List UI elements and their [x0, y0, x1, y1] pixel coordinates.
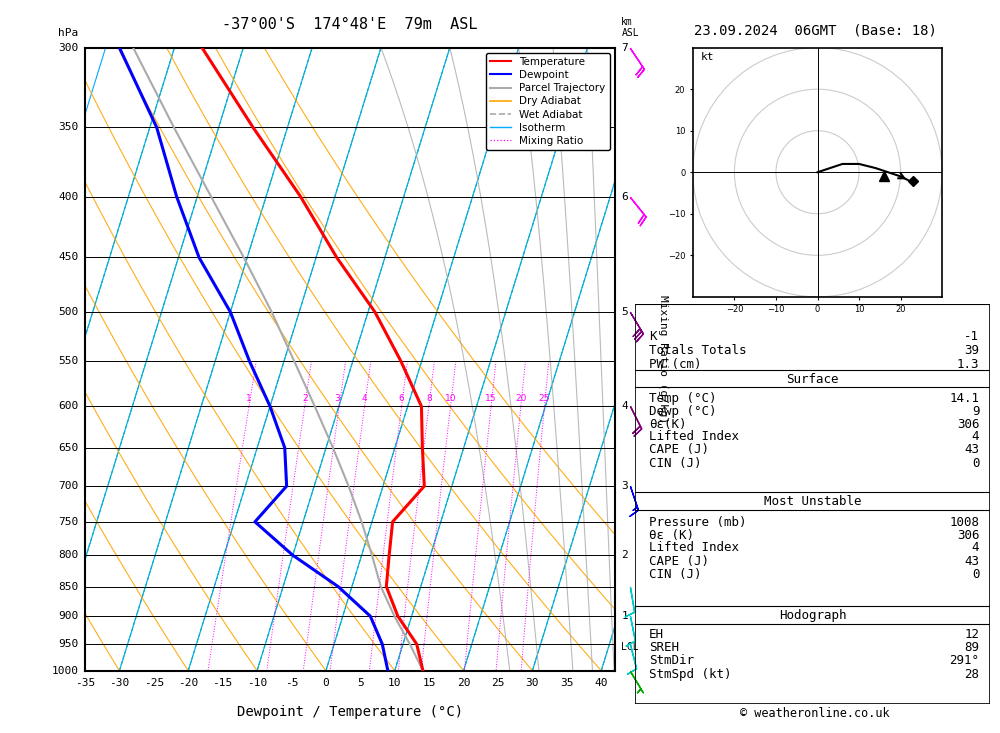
Text: StmSpd (kt): StmSpd (kt) [649, 668, 732, 682]
Text: 10: 10 [388, 678, 401, 688]
Text: Totals Totals: Totals Totals [649, 344, 747, 357]
Text: 1008: 1008 [949, 516, 979, 528]
Text: 4: 4 [362, 394, 367, 403]
Text: 500: 500 [58, 307, 79, 317]
Text: Lifted Index: Lifted Index [649, 542, 739, 554]
Text: -1: -1 [964, 331, 979, 344]
Text: θε(K): θε(K) [649, 418, 687, 430]
Text: 4: 4 [972, 542, 979, 554]
Text: 291°: 291° [949, 654, 979, 667]
Text: 20: 20 [515, 394, 527, 403]
Text: 25: 25 [539, 394, 550, 403]
Text: 350: 350 [58, 122, 79, 133]
Text: 23.09.2024  06GMT  (Base: 18): 23.09.2024 06GMT (Base: 18) [694, 23, 936, 37]
Text: CIN (J): CIN (J) [649, 457, 702, 470]
Text: 9: 9 [972, 405, 979, 418]
Text: LCL: LCL [621, 642, 639, 652]
Text: 950: 950 [58, 639, 79, 649]
Text: -20: -20 [178, 678, 198, 688]
Text: 300: 300 [58, 43, 79, 53]
Text: 35: 35 [560, 678, 574, 688]
Text: 4: 4 [972, 430, 979, 443]
Text: km
ASL: km ASL [621, 18, 639, 38]
Text: 89: 89 [964, 641, 979, 655]
Text: 0: 0 [972, 457, 979, 470]
Text: 28: 28 [964, 668, 979, 682]
Text: 8: 8 [426, 394, 432, 403]
Text: 0: 0 [972, 568, 979, 581]
Text: 900: 900 [58, 611, 79, 621]
Text: -35: -35 [75, 678, 95, 688]
Text: Temp (°C): Temp (°C) [649, 392, 717, 405]
Text: 6: 6 [621, 191, 628, 202]
Text: 0: 0 [323, 678, 329, 688]
Text: 12: 12 [964, 628, 979, 641]
Text: Dewpoint / Temperature (°C): Dewpoint / Temperature (°C) [237, 705, 463, 719]
Text: -25: -25 [144, 678, 164, 688]
Text: CIN (J): CIN (J) [649, 568, 702, 581]
Text: θε (K): θε (K) [649, 528, 694, 542]
Text: CAPE (J): CAPE (J) [649, 555, 709, 568]
Text: 43: 43 [964, 555, 979, 568]
Text: Hodograph: Hodograph [779, 609, 846, 622]
Text: EH: EH [649, 628, 664, 641]
Text: 40: 40 [594, 678, 608, 688]
Text: 7: 7 [621, 43, 628, 53]
Text: Surface: Surface [786, 373, 839, 386]
Text: 5: 5 [357, 678, 364, 688]
Text: 3: 3 [621, 481, 628, 491]
Text: 4: 4 [621, 402, 628, 411]
Text: -15: -15 [213, 678, 233, 688]
Text: 850: 850 [58, 581, 79, 592]
Text: Most Unstable: Most Unstable [764, 496, 861, 509]
Text: 10: 10 [445, 394, 456, 403]
Text: 800: 800 [58, 550, 79, 560]
Text: -30: -30 [109, 678, 130, 688]
Text: © weatheronline.co.uk: © weatheronline.co.uk [740, 707, 890, 720]
Legend: Temperature, Dewpoint, Parcel Trajectory, Dry Adiabat, Wet Adiabat, Isotherm, Mi: Temperature, Dewpoint, Parcel Trajectory… [486, 53, 610, 150]
Text: StmDir: StmDir [649, 654, 694, 667]
Text: kt: kt [701, 52, 715, 62]
Text: 400: 400 [58, 191, 79, 202]
Text: 306: 306 [957, 418, 979, 430]
Text: CAPE (J): CAPE (J) [649, 443, 709, 456]
Text: Mixing Ratio (g/kg): Mixing Ratio (g/kg) [658, 295, 668, 423]
Text: 5: 5 [621, 307, 628, 317]
Text: 1.3: 1.3 [957, 358, 979, 371]
Text: 25: 25 [491, 678, 505, 688]
Text: 600: 600 [58, 402, 79, 411]
Text: SREH: SREH [649, 641, 679, 655]
Text: -5: -5 [285, 678, 298, 688]
Text: 39: 39 [964, 344, 979, 357]
Text: 550: 550 [58, 356, 79, 366]
Text: 1: 1 [621, 611, 628, 621]
Text: 15: 15 [485, 394, 497, 403]
Text: 20: 20 [457, 678, 470, 688]
Text: -10: -10 [247, 678, 267, 688]
Text: 306: 306 [957, 528, 979, 542]
Text: 1: 1 [246, 394, 252, 403]
Text: K: K [649, 331, 657, 344]
Text: 2: 2 [621, 550, 628, 560]
Text: 6: 6 [399, 394, 404, 403]
Text: 3: 3 [335, 394, 343, 403]
Text: 450: 450 [58, 252, 79, 262]
Text: 750: 750 [58, 517, 79, 527]
Text: Dewp (°C): Dewp (°C) [649, 405, 717, 418]
Text: 650: 650 [58, 443, 79, 453]
Text: PW (cm): PW (cm) [649, 358, 702, 371]
Text: 700: 700 [58, 481, 79, 491]
Text: Lifted Index: Lifted Index [649, 430, 739, 443]
Text: hPa: hPa [58, 29, 79, 38]
Text: 30: 30 [526, 678, 539, 688]
Text: 15: 15 [422, 678, 436, 688]
Text: 1000: 1000 [52, 666, 79, 676]
Text: -37°00'S  174°48'E  79m  ASL: -37°00'S 174°48'E 79m ASL [222, 17, 478, 32]
Text: 2: 2 [302, 394, 308, 403]
Text: Pressure (mb): Pressure (mb) [649, 516, 747, 528]
Text: 14.1: 14.1 [949, 392, 979, 405]
Text: 43: 43 [964, 443, 979, 456]
